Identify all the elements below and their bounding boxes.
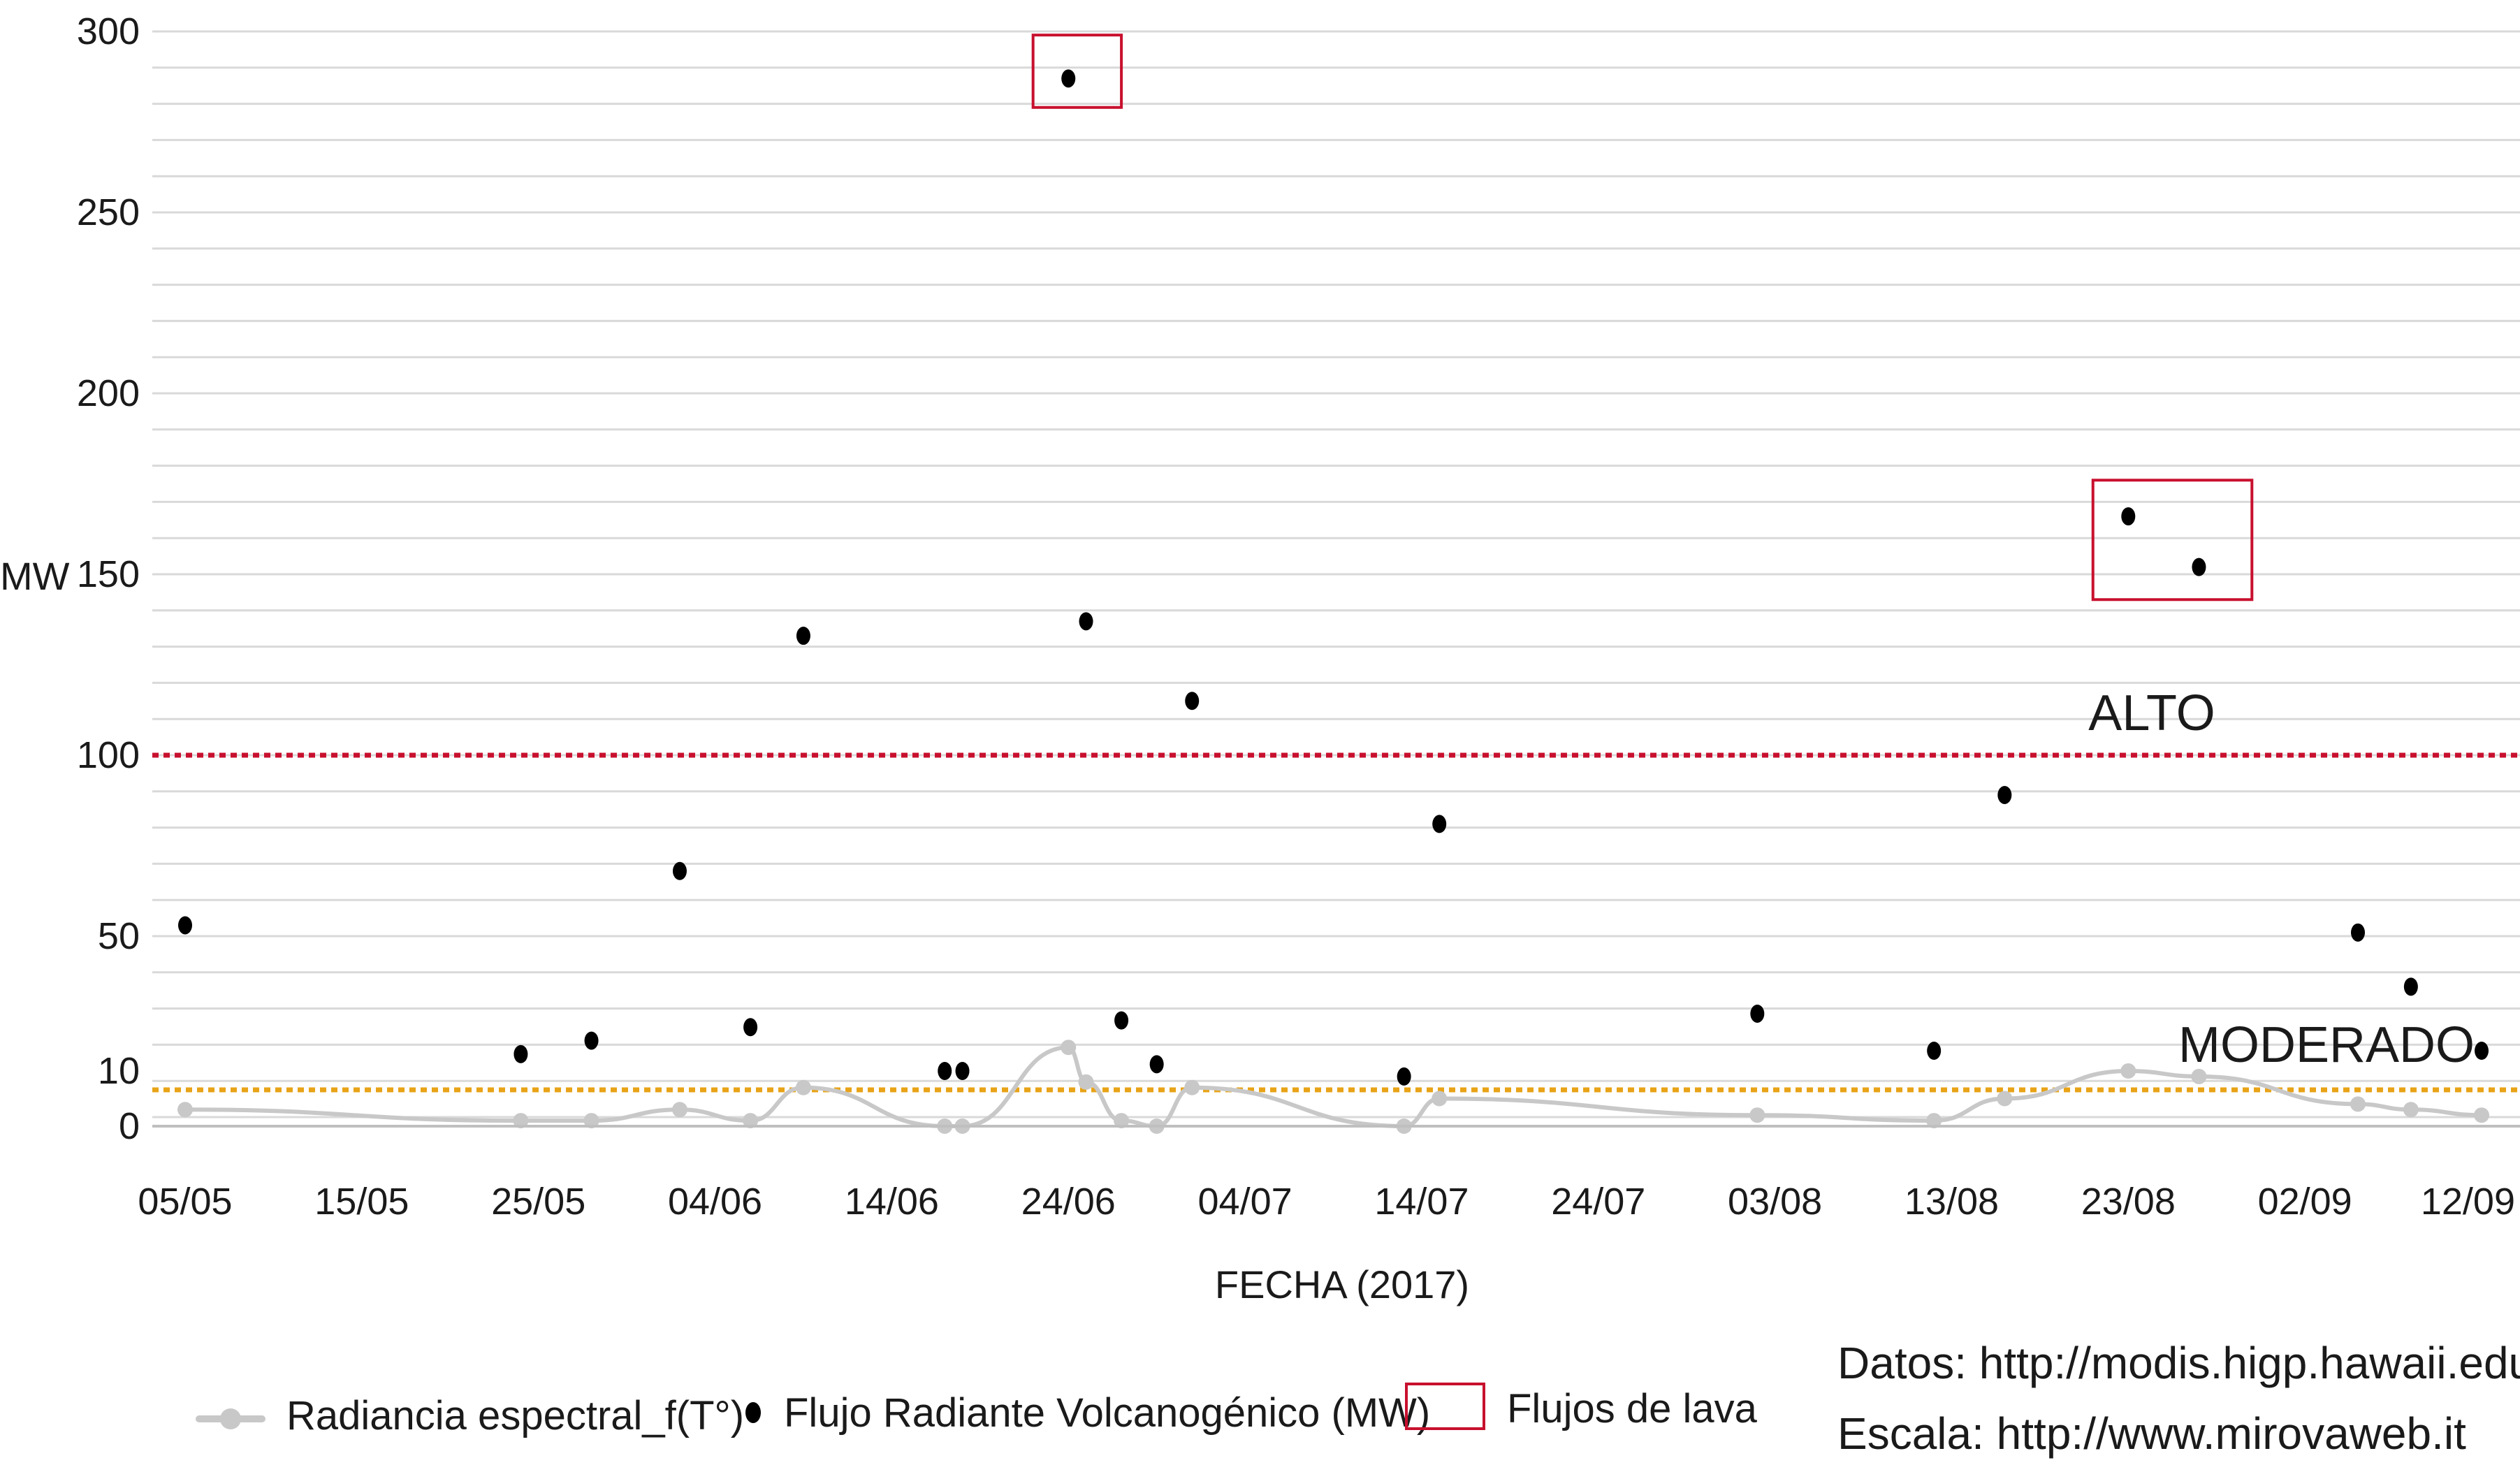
radiancia-point	[2350, 1096, 2366, 1112]
grid-lines	[152, 30, 2520, 1118]
y-tick-label: 100	[77, 734, 140, 776]
x-axis-title: FECHA (2017)	[1215, 1262, 1469, 1306]
legend-lava-box	[1405, 1383, 1485, 1430]
y-tick-label: 200	[77, 372, 140, 414]
flujo-point	[1997, 785, 2012, 804]
radiancia-point	[2191, 1068, 2207, 1084]
threshold-label-moderado: MODERADO	[2178, 1017, 2475, 1073]
flujo-point	[1750, 1004, 1765, 1023]
y-tick-label: 250	[77, 191, 140, 233]
x-tick-label: 14/06	[845, 1181, 939, 1223]
legend-flujo-label: Flujo Radiante Volcanogénico (MW)	[784, 1390, 1430, 1436]
y-tick-label: 300	[77, 10, 140, 52]
source-datos: Datos: http://modis.higp.hawaii.edu	[1837, 1338, 2520, 1388]
x-tick-label: 15/05	[314, 1181, 409, 1223]
radiancia-point	[1926, 1113, 1942, 1129]
flujo-point	[178, 916, 192, 935]
flujo-point	[796, 627, 810, 646]
x-tick-label: 25/05	[491, 1181, 585, 1223]
y-tick-label: 0	[119, 1105, 140, 1147]
flujo-series	[178, 69, 2489, 1086]
flujo-point	[2121, 507, 2136, 526]
radiancia-point	[513, 1113, 529, 1129]
radiancia-point	[1997, 1091, 2013, 1107]
flujo-point	[1149, 1055, 1164, 1074]
radiancia-series	[177, 1040, 2489, 1134]
legend-lava-label: Flujos de lava	[1507, 1386, 1758, 1431]
radiancia-point	[2120, 1063, 2136, 1079]
x-tick-label: 03/08	[1728, 1181, 1822, 1223]
legend-item-flujo: Flujo Radiante Volcanogénico (MW)	[745, 1390, 1430, 1436]
flujo-point	[1079, 612, 1093, 631]
x-tick-label: 24/07	[1551, 1181, 1645, 1223]
radiancia-point	[795, 1079, 811, 1095]
x-tick-label: 02/09	[2258, 1181, 2352, 1223]
y-tick-label: 10	[98, 1050, 140, 1092]
lava-flow-box	[2091, 479, 2254, 602]
legend: Radiancia espectral_f(T°) Flujo Radiante…	[196, 1383, 1758, 1438]
y-axis-title: MW	[0, 554, 70, 598]
x-tick-label: 13/08	[1904, 1181, 1999, 1223]
x-tick-label: 12/09	[2421, 1181, 2515, 1223]
radiancia-point	[743, 1113, 759, 1129]
lava-flow-box	[1031, 34, 1123, 109]
flujo-point	[1927, 1042, 1942, 1061]
legend-item-radiancia: Radiancia espectral_f(T°)	[196, 1393, 744, 1438]
flujo-point	[2351, 923, 2366, 942]
flujo-point	[2475, 1042, 2489, 1061]
y-tick-label: 150	[77, 553, 140, 595]
x-tick-label: 05/05	[138, 1181, 232, 1223]
legend-item-lava: Flujos de lava	[1405, 1383, 1758, 1431]
flujo-point	[2192, 557, 2206, 576]
axes: 0 10 50 100 150 200 250 300 05/05 15/05 25/05 04/06…	[77, 10, 2520, 1223]
radiancia-point	[2474, 1107, 2489, 1123]
legend-radiancia-label: Radiancia espectral_f(T°)	[286, 1393, 744, 1438]
radiancia-point	[2403, 1102, 2419, 1118]
legend-flujo-marker	[745, 1402, 761, 1423]
radiancia-point	[177, 1102, 193, 1118]
radiancia-point	[1432, 1091, 1448, 1107]
flujo-point	[672, 861, 687, 880]
flujo-point	[2403, 977, 2418, 996]
legend-radiancia-marker	[220, 1408, 241, 1429]
flujo-point	[1432, 815, 1447, 833]
y-tick-label: 50	[98, 915, 140, 957]
flujo-point	[514, 1044, 528, 1063]
flujo-point	[1397, 1067, 1411, 1086]
threshold-lines: ALTO MODERADO	[152, 685, 2520, 1093]
radiancia-point	[1114, 1113, 1130, 1129]
flujo-point	[1061, 69, 1076, 88]
flujo-point	[955, 1062, 970, 1080]
flujo-point	[584, 1031, 599, 1050]
radiancia-point	[1184, 1079, 1200, 1095]
radiancia-point	[1078, 1074, 1094, 1090]
radiancia-point	[1749, 1107, 1765, 1123]
lava-flow-boxes	[1031, 34, 2254, 602]
flujo-point	[938, 1062, 952, 1080]
x-tick-label: 14/07	[1374, 1181, 1469, 1223]
flujo-point	[1185, 692, 1200, 710]
source-escala: Escala: http://www.mirovaweb.it	[1837, 1408, 2466, 1459]
x-tick-label: 23/08	[2081, 1181, 2176, 1223]
x-tick-label: 04/07	[1198, 1181, 1292, 1223]
x-tick-label: 04/06	[668, 1181, 762, 1223]
radiancia-point	[1061, 1040, 1077, 1056]
flujo-point	[743, 1018, 758, 1037]
radiancia-point	[583, 1113, 599, 1129]
flujo-point	[1114, 1011, 1129, 1030]
radiancia-point	[671, 1102, 687, 1118]
x-tick-label: 24/06	[1021, 1181, 1116, 1223]
threshold-label-alto: ALTO	[2088, 685, 2215, 741]
